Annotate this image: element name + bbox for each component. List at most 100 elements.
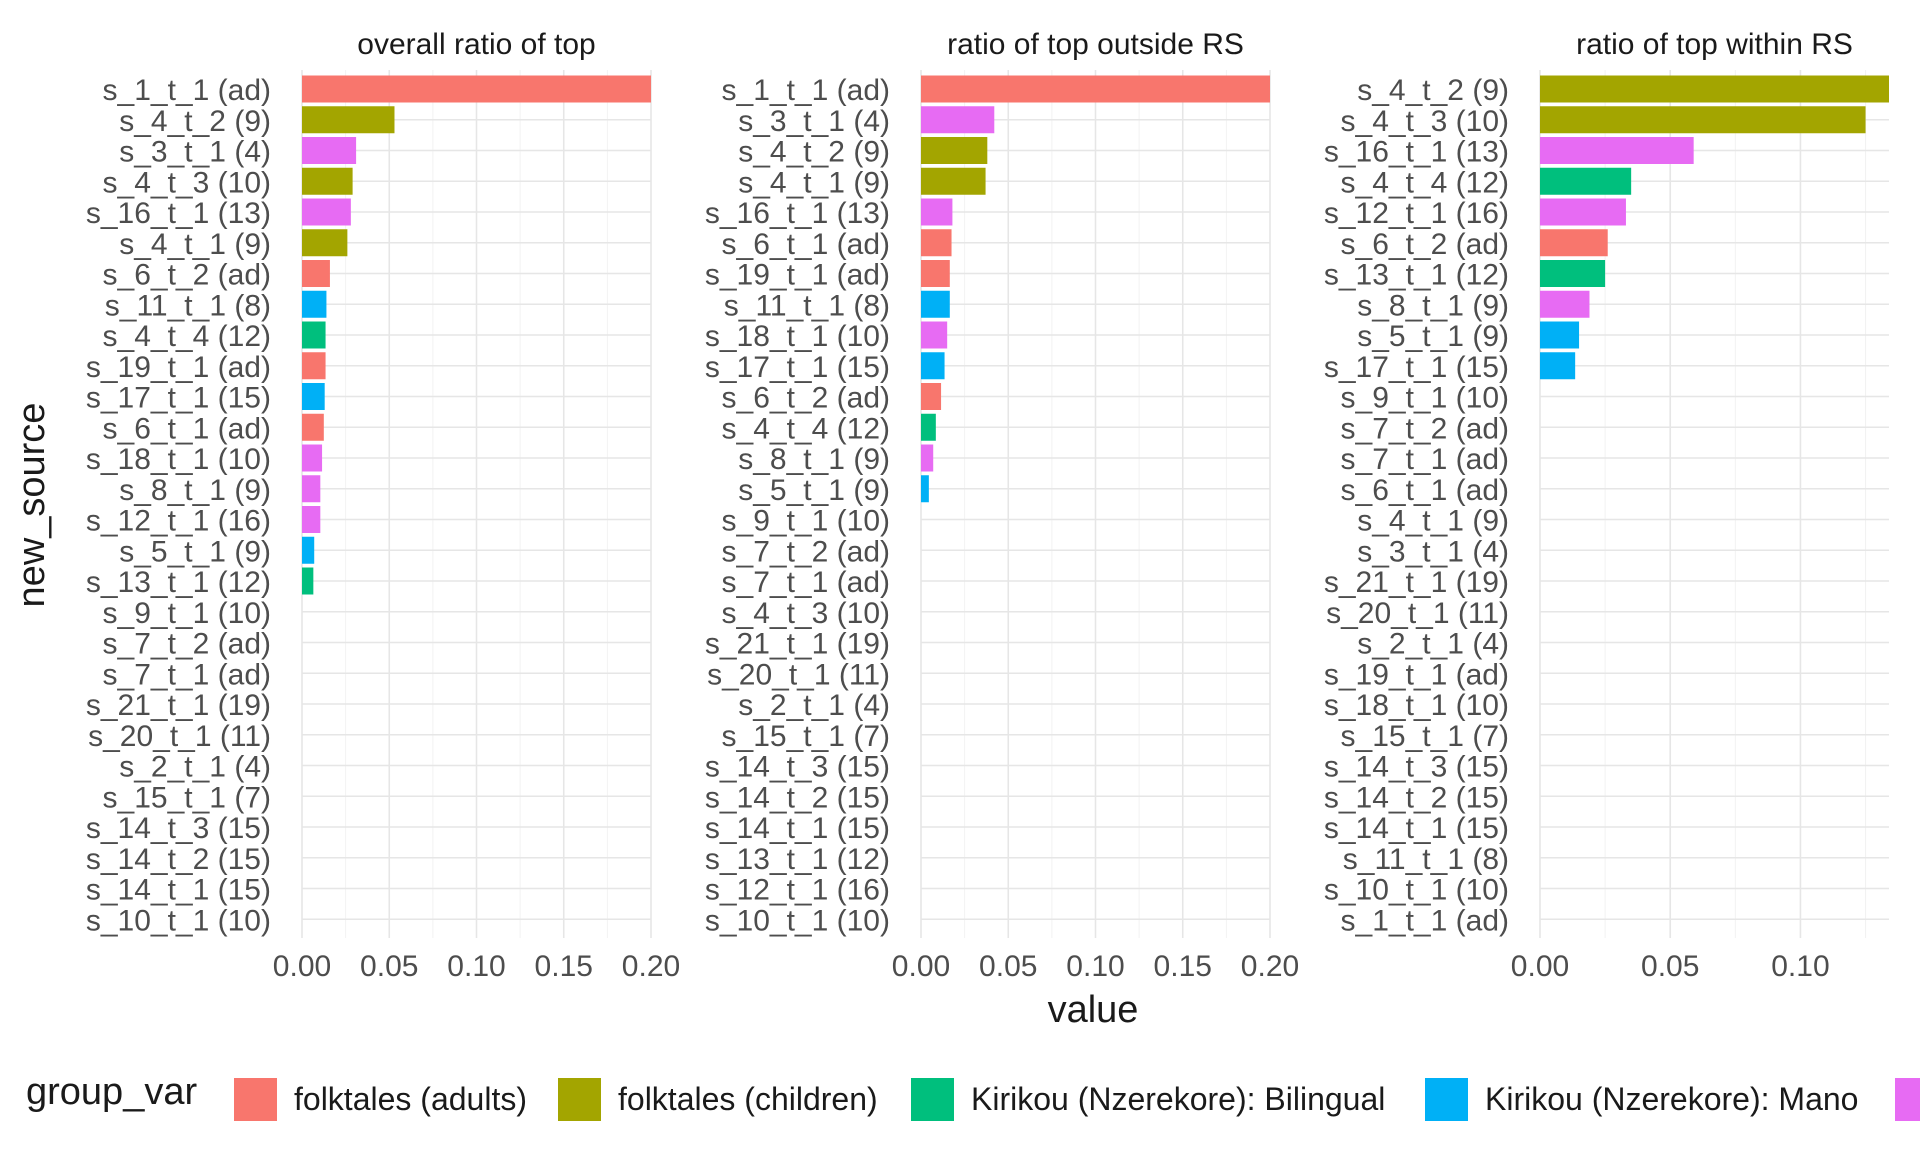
y-tick-label: s_1_t_1 (ad) [1341, 904, 1509, 937]
legend-swatch [234, 1078, 277, 1121]
y-tick-label: s_14_t_1 (15) [705, 812, 890, 845]
bar [302, 321, 326, 349]
x-tick-label: 0.10 [447, 950, 505, 983]
bar [921, 413, 936, 441]
y-tick-label: s_17_t_1 (15) [86, 382, 271, 415]
y-tick-label: s_18_t_1 (10) [1324, 689, 1509, 722]
y-tick-label: s_5_t_1 (9) [119, 535, 271, 568]
x-tick-label: 0.15 [1154, 950, 1212, 983]
y-tick-label: s_15_t_1 (7) [1341, 720, 1509, 753]
y-tick-label: s_4_t_3 (10) [722, 597, 890, 630]
legend-swatch [1425, 1078, 1468, 1121]
x-tick-label: 0.05 [360, 950, 418, 983]
y-tick-label: s_17_t_1 (15) [1324, 351, 1509, 384]
bar [302, 137, 357, 164]
y-tick-label: s_7_t_1 (ad) [103, 658, 271, 691]
y-tick-label: s_6_t_1 (ad) [103, 412, 271, 445]
bar [1540, 229, 1608, 257]
y-tick-label: s_16_t_1 (13) [1324, 136, 1509, 169]
x-tick-label: 0.00 [273, 950, 331, 983]
y-tick-label: s_21_t_1 (19) [86, 689, 271, 722]
y-tick-label: s_14_t_2 (15) [86, 843, 271, 876]
y-tick-label: s_12_t_1 (16) [86, 505, 271, 538]
bar [302, 106, 395, 134]
y-tick-label: s_13_t_1 (12) [1324, 259, 1509, 292]
x-tick-label: 0.00 [892, 950, 950, 983]
bar [1540, 290, 1590, 318]
y-tick-label: s_2_t_1 (4) [119, 751, 271, 784]
bar [302, 567, 314, 595]
y-tick-label: s_14_t_3 (15) [86, 812, 271, 845]
y-tick-label: s_4_t_2 (9) [1357, 74, 1509, 107]
bar [921, 383, 942, 410]
y-tick-label: s_20_t_1 (11) [1326, 597, 1509, 630]
x-tick-label: 0.05 [979, 950, 1037, 983]
x-tick-label: 0.00 [1511, 950, 1569, 983]
y-tick-label: s_6_t_1 (ad) [1341, 474, 1509, 507]
bar [921, 106, 995, 134]
y-tick-label: s_7_t_1 (ad) [722, 566, 890, 599]
bar [1540, 352, 1576, 380]
bar [1540, 167, 1632, 195]
y-tick-label: s_9_t_1 (10) [1341, 382, 1509, 415]
y-tick-label: s_17_t_1 (15) [705, 351, 890, 384]
y-tick-label: s_3_t_1 (4) [119, 136, 271, 169]
y-tick-label: s_11_t_1 (8) [1343, 843, 1509, 876]
y-tick-label: s_18_t_1 (10) [705, 320, 890, 353]
y-tick-label: s_10_t_1 (10) [1324, 874, 1509, 907]
x-tick-label: 0.20 [1241, 950, 1299, 983]
y-tick-label: s_12_t_1 (16) [705, 874, 890, 907]
y-tick-label: s_4_t_1 (9) [119, 228, 271, 261]
y-tick-label: s_3_t_1 (4) [1357, 535, 1509, 568]
y-tick-label: s_16_t_1 (13) [705, 197, 890, 230]
legend-swatch [911, 1078, 954, 1121]
y-tick-label: s_6_t_2 (ad) [722, 382, 890, 415]
panel-title: ratio of top within RS [1576, 28, 1853, 61]
y-tick-label: s_14_t_1 (15) [86, 874, 271, 907]
bar [302, 383, 325, 410]
y-tick-label: s_4_t_2 (9) [119, 105, 271, 138]
x-tick-label: 0.05 [1641, 950, 1699, 983]
y-tick-label: s_20_t_1 (11) [88, 720, 271, 753]
y-tick-label: s_14_t_1 (15) [1324, 812, 1509, 845]
y-tick-label: s_8_t_1 (9) [1357, 289, 1509, 322]
legend-label: Kirikou (Nzerekore): Bilingual [971, 1081, 1385, 1117]
legend-swatch [1895, 1078, 1920, 1121]
y-tick-label: s_21_t_1 (19) [705, 628, 890, 661]
y-tick-label: s_7_t_1 (ad) [1341, 443, 1509, 476]
y-tick-label: s_18_t_1 (10) [86, 443, 271, 476]
y-tick-label: s_11_t_1 (8) [105, 289, 271, 322]
y-tick-label: s_1_t_1 (ad) [722, 74, 890, 107]
y-tick-label: s_13_t_1 (12) [86, 566, 271, 599]
bar [1540, 321, 1580, 349]
bar [1540, 198, 1626, 226]
legend-title: group_var [26, 1071, 197, 1113]
y-tick-label: s_7_t_2 (ad) [1341, 412, 1509, 445]
y-tick-label: s_1_t_1 (ad) [103, 74, 271, 107]
bar [921, 198, 953, 226]
y-tick-label: s_4_t_3 (10) [1341, 105, 1509, 138]
y-tick-label: s_4_t_4 (12) [103, 320, 271, 353]
bar [921, 444, 934, 472]
y-tick-label: s_20_t_1 (11) [707, 658, 890, 691]
bar [921, 290, 950, 318]
y-tick-label: s_7_t_2 (ad) [722, 535, 890, 568]
y-tick-label: s_19_t_1 (ad) [1324, 658, 1509, 691]
bar [921, 229, 952, 257]
y-tick-label: s_15_t_1 (7) [103, 781, 271, 814]
y-tick-label: s_8_t_1 (9) [119, 474, 271, 507]
x-tick-label: 0.10 [1066, 950, 1124, 983]
bar [302, 536, 315, 564]
y-tick-label: s_14_t_3 (15) [1324, 751, 1509, 784]
bar [302, 444, 323, 472]
legend-label: Kirikou (Nzerekore): Mano [1485, 1081, 1858, 1117]
y-tick-label: s_6_t_1 (ad) [722, 228, 890, 261]
bar [302, 413, 324, 441]
y-tick-label: s_2_t_1 (4) [738, 689, 890, 722]
legend-label: folktales (children) [618, 1081, 878, 1117]
bar [921, 167, 986, 195]
y-tick-label: s_11_t_1 (8) [724, 289, 890, 322]
y-tick-label: s_4_t_1 (9) [1357, 505, 1509, 538]
bar [302, 475, 321, 503]
